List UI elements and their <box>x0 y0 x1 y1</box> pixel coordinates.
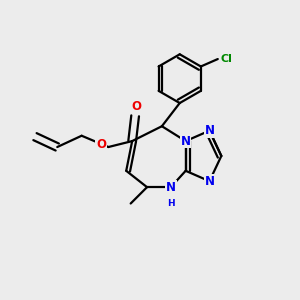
Text: N: N <box>181 135 191 148</box>
Text: N: N <box>166 181 176 194</box>
Text: N: N <box>204 124 214 137</box>
Text: H: H <box>167 199 175 208</box>
Text: Cl: Cl <box>220 54 232 64</box>
Text: O: O <box>131 100 141 113</box>
Text: N: N <box>204 175 214 188</box>
Text: O: O <box>96 138 106 151</box>
